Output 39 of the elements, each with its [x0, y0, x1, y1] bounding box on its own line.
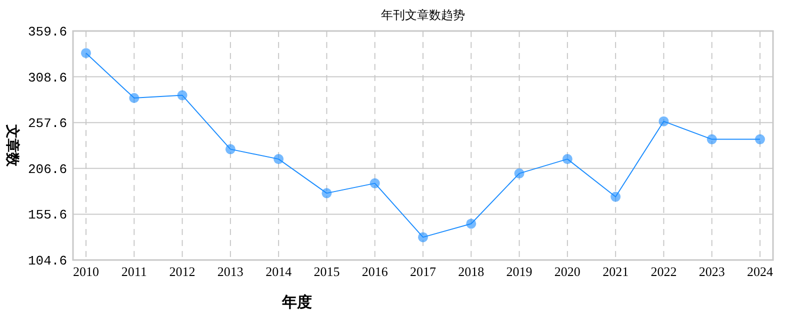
x-tick-label: 2013	[217, 264, 244, 279]
point	[177, 90, 188, 100]
x-axis-title: 年度	[281, 293, 312, 311]
y-tick-label: 359.6	[28, 24, 67, 40]
x-tick-label: 2020	[554, 264, 580, 279]
x-tick-label: 2012	[169, 264, 196, 279]
x-tick-label: 2023	[698, 264, 725, 279]
x-tick-label: 2016	[362, 264, 388, 279]
point	[610, 192, 621, 202]
x-tick-label: 2018	[458, 264, 484, 279]
y-tick-label: 155.6	[28, 208, 67, 223]
x-tick-label: 2024	[747, 264, 774, 279]
x-tick-label: 2022	[650, 264, 677, 279]
point	[225, 144, 236, 154]
x-tick-label: 2019	[506, 264, 532, 279]
y-tick-label: 206.6	[28, 162, 67, 177]
x-tick-label: 2021	[602, 264, 629, 279]
x-tick-label: 2015	[314, 264, 340, 279]
point	[658, 116, 669, 126]
y-tick-label: 308.6	[28, 70, 67, 86]
point	[755, 134, 765, 144]
point	[129, 92, 140, 103]
point	[370, 178, 380, 188]
chart-title: 年刊文章数趋势	[381, 8, 465, 22]
y-tick-label: 104.6	[28, 254, 67, 268]
point	[274, 154, 284, 164]
x-tick-label: 2011	[121, 264, 147, 279]
point	[706, 134, 717, 144]
point	[562, 154, 572, 164]
x-tick-label: 2017	[410, 264, 436, 279]
point	[322, 188, 332, 198]
x-tick-label: 2010	[73, 264, 99, 279]
point	[466, 218, 476, 229]
point	[81, 48, 91, 58]
x-tick-label: 2014	[266, 264, 292, 279]
y-axis-title: 文章数	[4, 124, 21, 168]
y-tick-label: 257.6	[28, 116, 67, 132]
point	[418, 232, 428, 242]
point	[514, 168, 524, 178]
